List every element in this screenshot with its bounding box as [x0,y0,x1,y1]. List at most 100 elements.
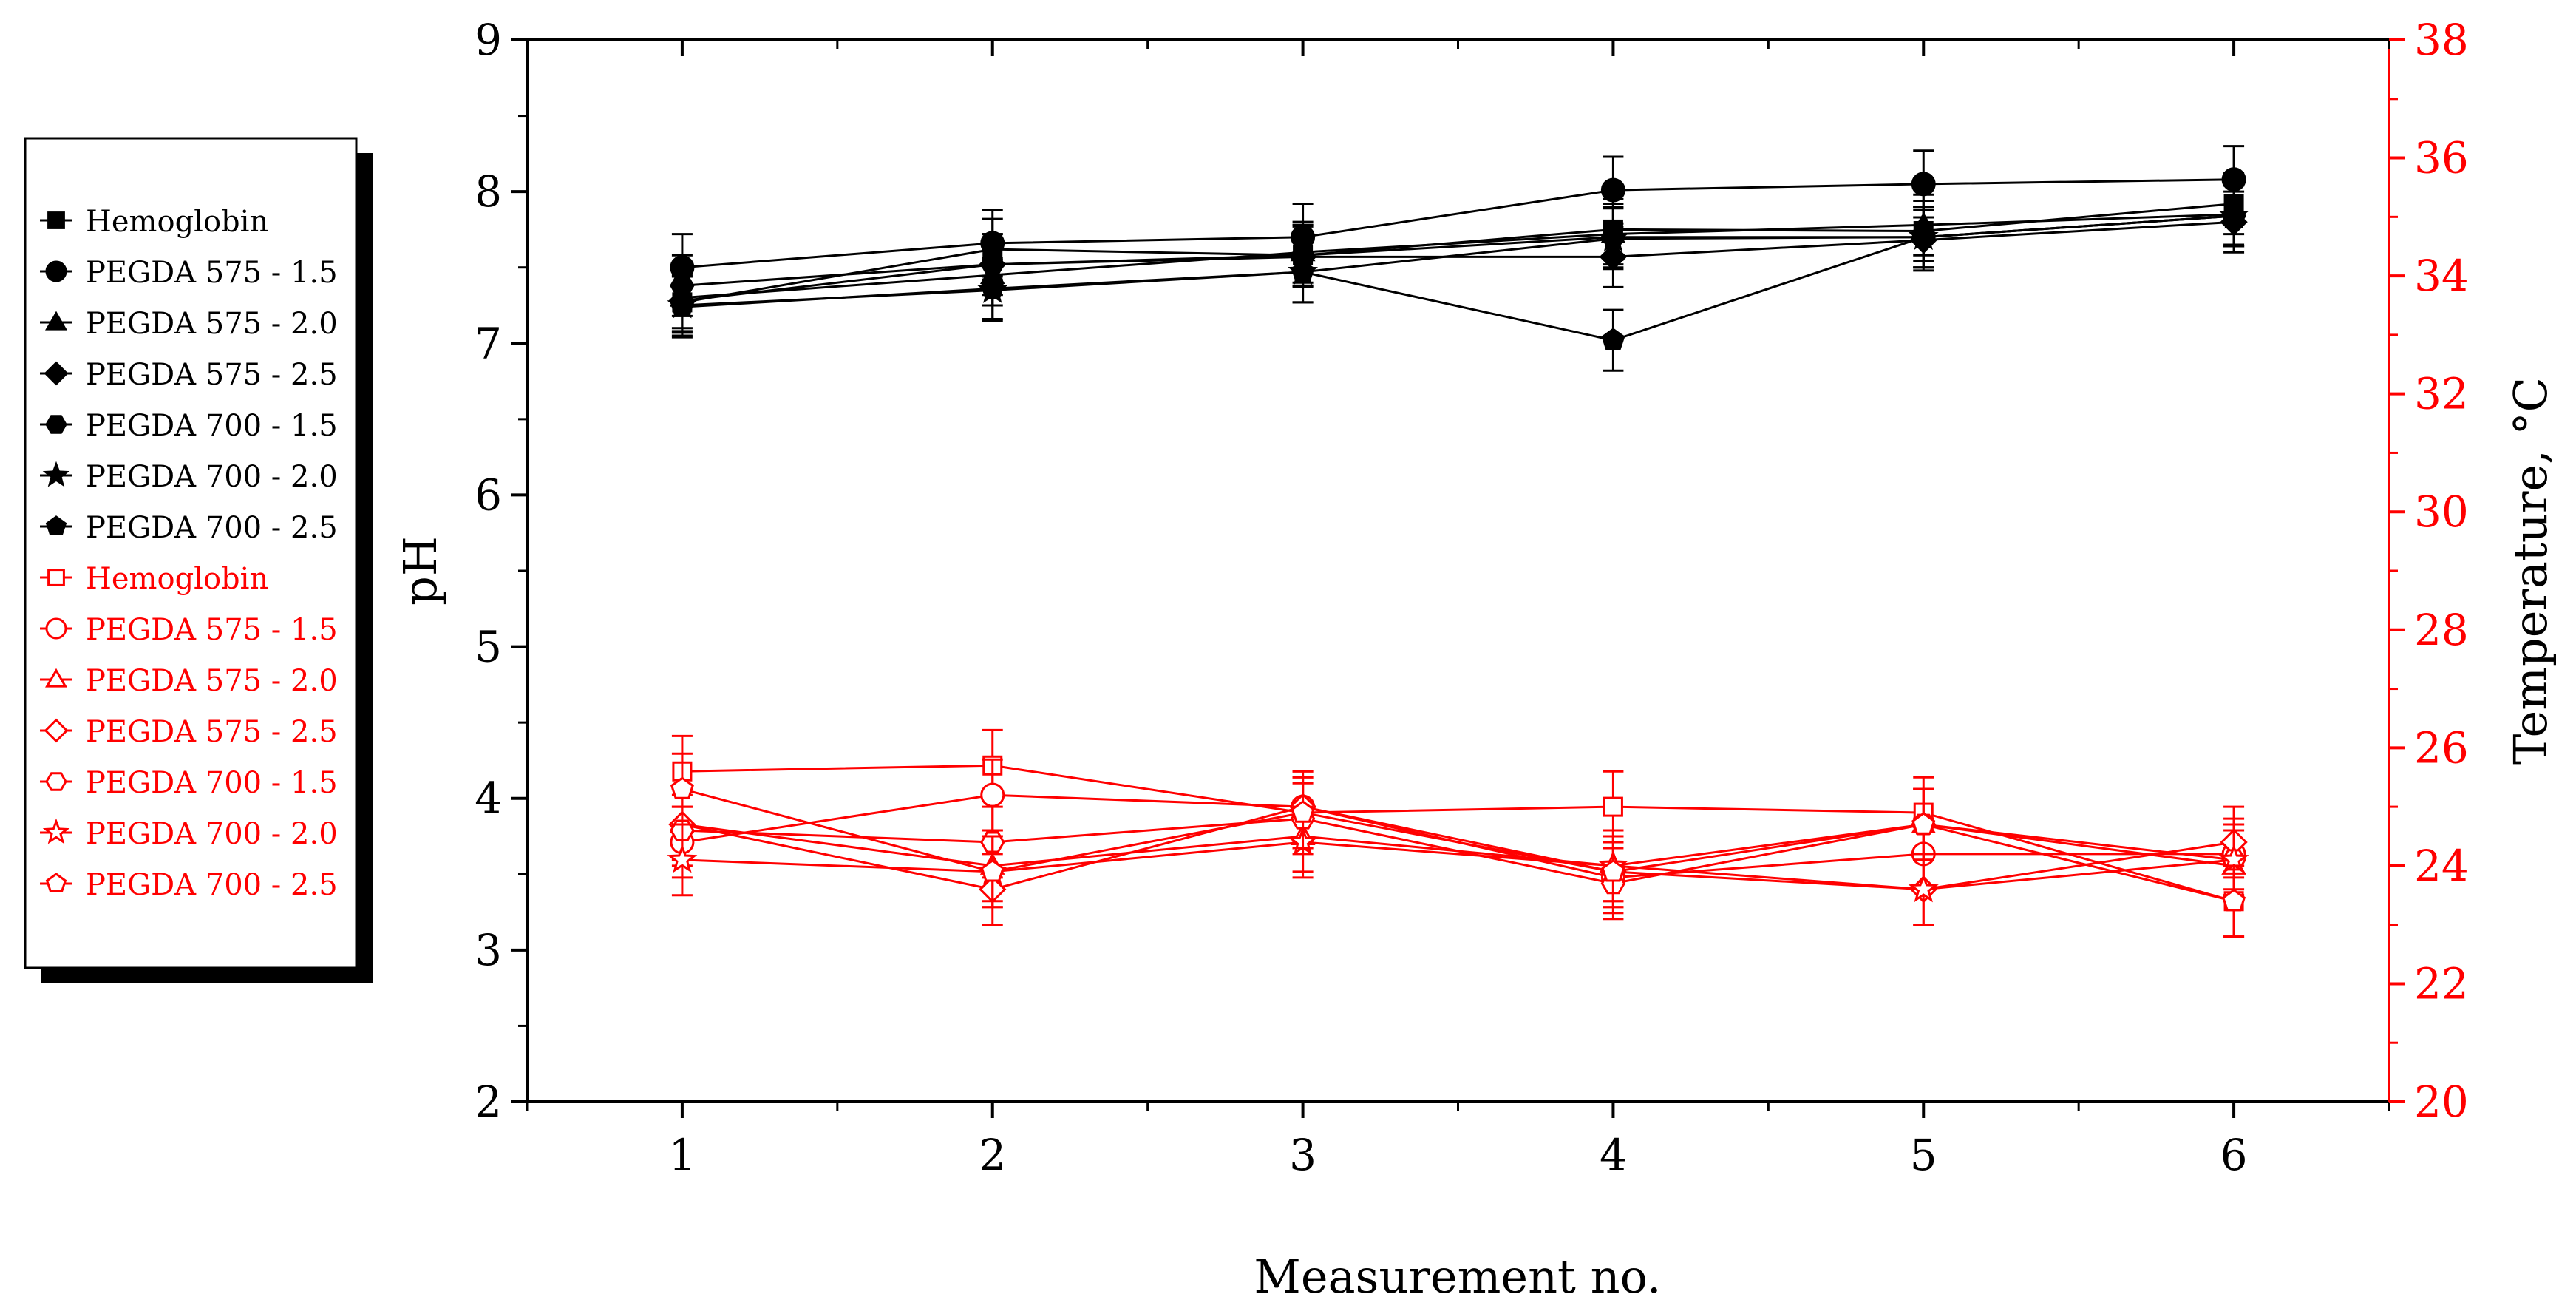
legend-item-ph-7: PEGDA 700 - 2.5 [40,511,338,545]
legend-item-temperature-5: PEGDA 700 - 1.5 [40,766,338,800]
legend-item-temperature-3: PEGDA 575 - 2.0 [40,664,338,698]
temperature-series-line-6 [682,841,2235,891]
temperature-series-7 [670,752,2246,938]
ph-series-line-4 [682,220,2235,302]
legend-label: PEGDA 575 - 2.0 [86,664,338,698]
legend-marker [45,515,67,535]
legend-label: PEGDA 575 - 1.5 [86,256,338,290]
legend-item-ph-6: PEGDA 700 - 2.0 [40,460,338,494]
ph-point [1601,328,1625,350]
ph-point [1600,177,1625,203]
x-axis-label: Measurement no. [1254,1250,1661,1304]
legend-item-temperature-2: PEGDA 575 - 1.5 [40,613,338,647]
legend: Hemoglobin PEGDA 575 - 1.5 PEGDA 575 - 2.0… [40,205,338,902]
legend-marker [45,311,67,331]
y-right-tick-label-32: 32 [2414,369,2469,419]
legend-marker [44,361,69,386]
legend-label: PEGDA 700 - 2.5 [86,511,338,545]
y-left-tick-label-5: 5 [475,622,502,672]
legend-label: PEGDA 575 - 2.0 [86,307,338,341]
ph-point [1911,172,1936,197]
legend-marker [44,718,69,743]
ph-series-7 [670,184,2246,372]
ph-point [1597,223,1628,252]
y-left-tick-label-8: 8 [475,166,502,217]
x-tick-label-3: 3 [1289,1130,1316,1180]
temperature-point [1911,812,1936,835]
temperature-point [1603,796,1623,817]
legend-label: PEGDA 700 - 1.5 [86,766,338,800]
legend-item-ph-4: PEGDA 575 - 2.5 [40,358,338,392]
legend-label: PEGDA 575 - 1.5 [86,613,338,647]
x-tick-label-2: 2 [979,1130,1006,1180]
legend-item-temperature-7: PEGDA 700 - 2.5 [40,868,338,902]
temperature-series-line-1 [682,764,2235,903]
ph-series-group [667,145,2249,372]
temperature-series-line-5 [682,817,2235,885]
temperature-point [1601,859,1625,882]
legend-marker [44,668,68,688]
y-left-tick-label-7: 7 [475,318,502,368]
y-axis-label-right: Temperature, °C [2504,377,2558,765]
legend-marker [45,415,67,434]
y-left-tick-label-6: 6 [475,470,502,520]
temperature-point [980,782,1005,807]
ph-point [980,276,1005,299]
y-right-tick-label-26: 26 [2414,722,2469,773]
legend-marker [45,617,67,640]
ph-point [2222,203,2246,226]
y-right-tick-label-38: 38 [2414,15,2469,65]
temperature-series-line-4 [682,805,2235,891]
legend-label: Hemoglobin [86,562,268,596]
legend-marker [42,461,70,487]
legend-marker [45,873,67,892]
legend-marker [47,569,65,586]
legend-marker [45,772,67,791]
x-tick-label-5: 5 [1910,1130,1937,1180]
temperature-series-line-7 [682,787,2235,903]
legend-marker [42,818,70,844]
legend-label: PEGDA 700 - 2.0 [86,460,338,494]
temperature-point [1291,800,1315,823]
legend-label: PEGDA 700 - 1.5 [86,409,338,443]
legend-item-temperature-6: PEGDA 700 - 2.0 [40,817,338,851]
ph-series-line-2 [682,178,2235,269]
legend-label: PEGDA 700 - 2.0 [86,817,338,851]
x-tick-label-1: 1 [668,1130,696,1180]
y-right-tick-label-20: 20 [2414,1077,2469,1127]
legend-item-temperature-4: PEGDA 575 - 2.5 [40,715,338,749]
x-tick-label-4: 4 [1600,1130,1627,1180]
legend-item-temperature-1: Hemoglobin [40,562,268,596]
y-left-tick-label-4: 4 [475,773,502,824]
legend-item-ph-2: PEGDA 575 - 1.5 [40,256,338,290]
ph-point [1911,224,1936,248]
y-right-tick-label-28: 28 [2414,605,2469,655]
ph-series-line-3 [682,213,2235,299]
y-left-tick-label-9: 9 [475,15,502,65]
legend-marker [47,211,65,229]
y-right-tick-label-22: 22 [2414,958,2469,1009]
legend-label: PEGDA 575 - 2.5 [86,715,338,749]
temperature-point [980,859,1005,882]
y-left-tick-label-2: 2 [475,1077,502,1127]
temperature-series-group [667,728,2249,938]
y-right-tick-label-30: 30 [2414,487,2469,537]
legend-label: Hemoglobin [86,205,268,239]
legend-marker [45,260,67,282]
legend-item-ph-1: Hemoglobin [40,205,268,239]
y-axis-label-left: pH [393,536,447,606]
temperature-point [1908,873,1939,903]
legend-item-ph-3: PEGDA 575 - 2.0 [40,307,338,341]
ph-point [670,294,694,317]
y-left-tick-label-3: 3 [475,925,502,975]
temperature-point [667,844,698,873]
temperature-point [2222,888,2246,912]
ph-point [1291,260,1315,282]
legend-box [24,137,358,969]
legend-label: PEGDA 700 - 2.5 [86,868,338,902]
ph-series-line-7 [682,214,2235,342]
y-right-tick-label-36: 36 [2414,133,2469,183]
y-right-tick-label-24: 24 [2414,841,2469,891]
